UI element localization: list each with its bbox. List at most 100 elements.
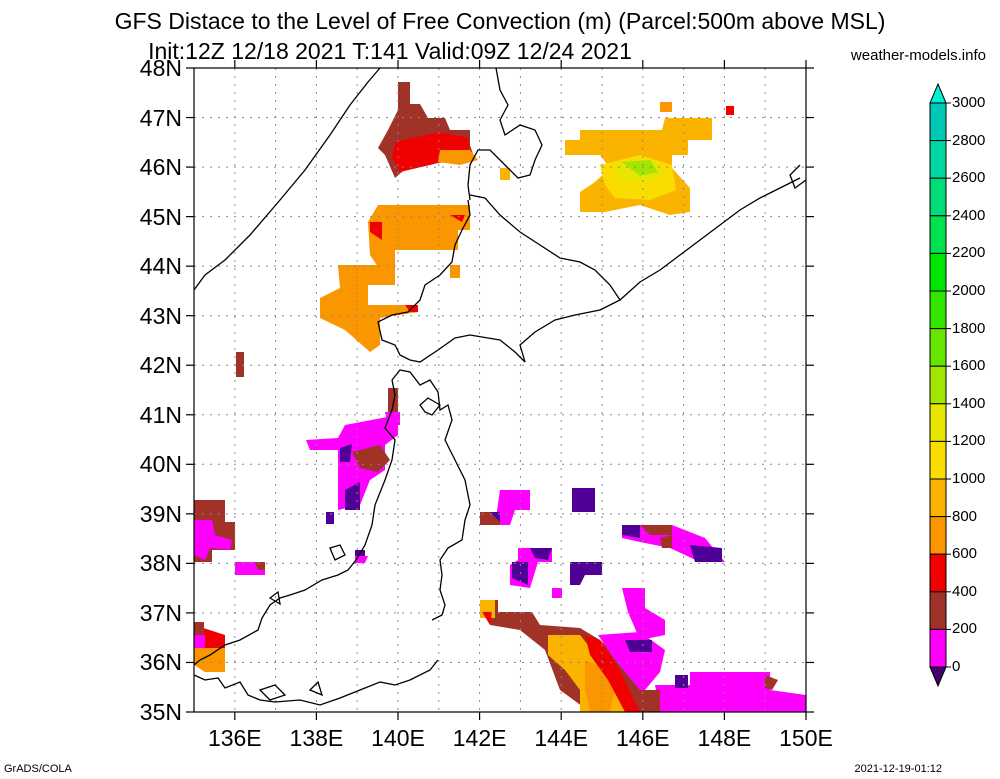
field-region [320, 265, 418, 352]
field-region [388, 388, 398, 412]
field-region [570, 562, 602, 585]
colorbar-segment [929, 140, 947, 179]
lat-label: 41N [139, 401, 182, 428]
lat-label: 48N [139, 55, 182, 81]
coastline [467, 67, 543, 201]
field-region [345, 482, 360, 510]
footer-left: GrADS/COLA [4, 763, 72, 775]
lat-label: 36N [139, 649, 182, 676]
colorbar-label: 600 [952, 545, 978, 563]
coastline [308, 680, 324, 697]
colorbar-label: 800 [952, 507, 978, 525]
colorbar-segment [929, 365, 947, 405]
colorbar-label: 2400 [952, 206, 986, 224]
field-region [625, 640, 652, 652]
lat-label: 45N [139, 203, 182, 230]
colorbar-segment [929, 628, 947, 668]
colorbar-label: 400 [952, 582, 978, 600]
field-region [450, 215, 465, 222]
field-region [355, 556, 368, 563]
lon-label: 140E [371, 725, 425, 751]
colorbar-segment [929, 403, 947, 442]
field-region [495, 490, 530, 525]
field-region [765, 675, 778, 690]
field-region [340, 444, 352, 462]
colorbar-label: 1800 [952, 319, 986, 337]
field-region [660, 102, 672, 112]
colorbar-segment [929, 591, 947, 630]
lon-label: 136E [207, 725, 262, 751]
colorbar-segment [929, 177, 947, 217]
colorbar-bottom-arrow [929, 666, 947, 688]
coastline [377, 194, 621, 363]
field-region [370, 222, 382, 240]
gridlines [194, 68, 806, 712]
lon-label: 144E [534, 725, 589, 751]
colorbar-segment [929, 215, 947, 254]
colorbar-label: 1400 [952, 394, 986, 412]
field-region [326, 512, 334, 524]
colorbar [929, 82, 951, 688]
colorbar-segment [929, 440, 947, 480]
field-region [438, 150, 478, 165]
lon-label: 146E [615, 725, 670, 751]
lat-label: 37N [139, 599, 182, 626]
lon-label: 142E [452, 725, 507, 751]
colorbar-label: 1200 [952, 432, 986, 450]
colorbar-segment [929, 328, 947, 367]
field-region [622, 160, 658, 176]
colorbar-label: 1600 [952, 357, 986, 375]
colorbar-top-arrow [929, 82, 947, 104]
coastline [258, 684, 287, 701]
title-line-1: GFS Distace to the Level of Free Convect… [114, 8, 886, 34]
field-region [640, 525, 672, 535]
colorbar-segment [929, 290, 947, 330]
coastline [391, 369, 471, 621]
colorbar-segment [929, 516, 947, 555]
field-region [552, 588, 562, 598]
lat-label: 40N [139, 451, 182, 478]
colorbar-label: 2600 [952, 169, 986, 187]
colorbar-label: 2800 [952, 131, 986, 149]
coastline [193, 379, 396, 666]
colorbar-label: 1000 [952, 470, 986, 487]
field-region [236, 352, 244, 377]
credit-text: weather-models.info [850, 47, 986, 64]
field-region [690, 545, 722, 562]
lat-label: 47N [139, 104, 182, 131]
colorbar-segment [929, 553, 947, 593]
field-region [385, 412, 400, 425]
colorbar-label: 3000 [952, 94, 986, 111]
field-region [622, 588, 665, 640]
coastline [419, 397, 441, 416]
colorbar-label: 0 [952, 658, 961, 675]
field-region [585, 635, 640, 712]
field-region [194, 635, 205, 648]
colorbar-segment [929, 102, 947, 142]
field-region [368, 205, 470, 270]
coastline [268, 590, 281, 606]
lfc-field [194, 82, 806, 712]
field-region [572, 488, 595, 512]
title-line-2: Init:12Z 12/18 2021 T:141 Valid:09Z 12/2… [148, 38, 632, 64]
lat-label: 44N [139, 253, 182, 280]
field-region [482, 612, 492, 625]
lat-label: 43N [139, 302, 182, 329]
lon-label: 148E [697, 725, 752, 751]
field-region [450, 265, 460, 278]
lat-label: 38N [139, 550, 182, 577]
field-region [392, 132, 470, 172]
axis-ticks [186, 60, 814, 720]
field-region [352, 445, 390, 472]
footer-right: 2021-12-19-01:12 [854, 763, 942, 775]
field-region [622, 525, 640, 538]
field-region [726, 106, 734, 115]
field-region [194, 648, 225, 672]
lon-label: 150E [779, 725, 833, 751]
field-region [725, 675, 770, 690]
coastline [193, 67, 381, 291]
field-region [660, 535, 672, 548]
lon-label: 138E [289, 725, 344, 751]
colorbar-segment [929, 252, 947, 292]
